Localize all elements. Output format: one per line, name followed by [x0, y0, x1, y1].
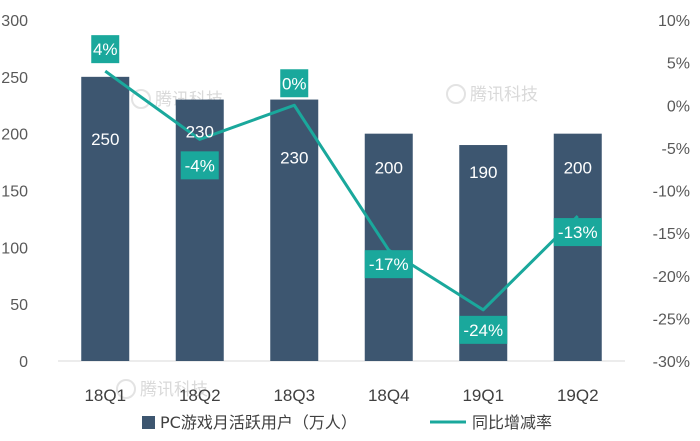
bar-value-label: 230 [186, 123, 214, 142]
pct-label-box [364, 250, 413, 279]
legend-line-label: 同比增减率 [472, 413, 552, 432]
y-right-tick-label: 10% [658, 13, 690, 30]
data-labels-layer: 250 230 230 200 190 200 4% -4% 0% -17% -24% -13% [91, 35, 602, 344]
y-left-tick-label: 50 [10, 297, 28, 314]
pct-value-label: 4% [93, 40, 118, 59]
legend-bar-label: PC游戏月活跃用户（万人） [160, 413, 357, 432]
x-tick-label: 18Q1 [84, 386, 126, 405]
line-layer [104, 69, 579, 312]
pct-value-label: -4% [185, 156, 215, 175]
y-right-tick-label: -25% [653, 311, 690, 328]
y-left-tick-label: 200 [1, 127, 28, 144]
pct-value-label: -24% [463, 321, 503, 340]
y-right-tick-label: -15% [653, 226, 690, 243]
y-right-tick-label: -30% [653, 354, 690, 371]
y-left-tick-label: 300 [1, 13, 28, 30]
bar-value-label: 250 [91, 130, 119, 149]
y-left-tick-label: 0 [19, 354, 28, 371]
bar [364, 133, 413, 361]
watermark-logo-icon [116, 379, 136, 399]
x-tick-label: 19Q2 [557, 386, 599, 405]
y-right-tick-label: 0% [667, 98, 690, 115]
pct-value-label: -17% [369, 255, 409, 274]
line-series [104, 69, 579, 312]
bars-layer [81, 76, 602, 362]
pct-label-box [459, 315, 508, 344]
pct-label-box [553, 218, 602, 247]
bar [81, 76, 130, 361]
bar-value-label: 200 [375, 159, 403, 178]
pct-label-box [91, 35, 120, 64]
watermark-text: 腾讯科技 [470, 85, 538, 105]
bar-value-label: 200 [564, 159, 592, 178]
bar [270, 99, 319, 362]
x-tick-label: 19Q1 [462, 386, 504, 405]
bar [175, 99, 224, 362]
pct-label-box [180, 151, 219, 180]
legend-bar-swatch [142, 416, 155, 429]
legend: PC游戏月活跃用户（万人） 同比增减率 [142, 413, 552, 432]
y-left-tick-label: 100 [1, 240, 28, 257]
x-tick-label: 18Q3 [273, 386, 315, 405]
y-right-tick-label: -5% [662, 141, 690, 158]
bar [553, 133, 602, 361]
watermark-logo-icon [446, 84, 466, 104]
axes-layer: 0 50 100 150 200 250 300 -30% -25% -20% -15% -10% -5… [1, 13, 690, 405]
y-left-tick-label: 250 [1, 70, 28, 87]
pct-label-box [280, 69, 309, 98]
x-tick-label: 18Q2 [179, 386, 221, 405]
bar-value-label: 230 [280, 149, 308, 168]
x-tick-label: 18Q4 [368, 386, 410, 405]
y-right-tick-label: -10% [653, 184, 690, 201]
watermark-text: 腾讯科技 [140, 380, 208, 400]
y-right-tick-label: -20% [653, 269, 690, 286]
pct-value-label: 0% [282, 74, 307, 93]
y-right-tick-label: 5% [667, 56, 690, 73]
pct-value-label: -13% [558, 223, 598, 242]
y-left-tick-label: 150 [1, 184, 28, 201]
bar-value-label: 190 [469, 163, 497, 182]
watermark-logo-icon [131, 89, 151, 109]
